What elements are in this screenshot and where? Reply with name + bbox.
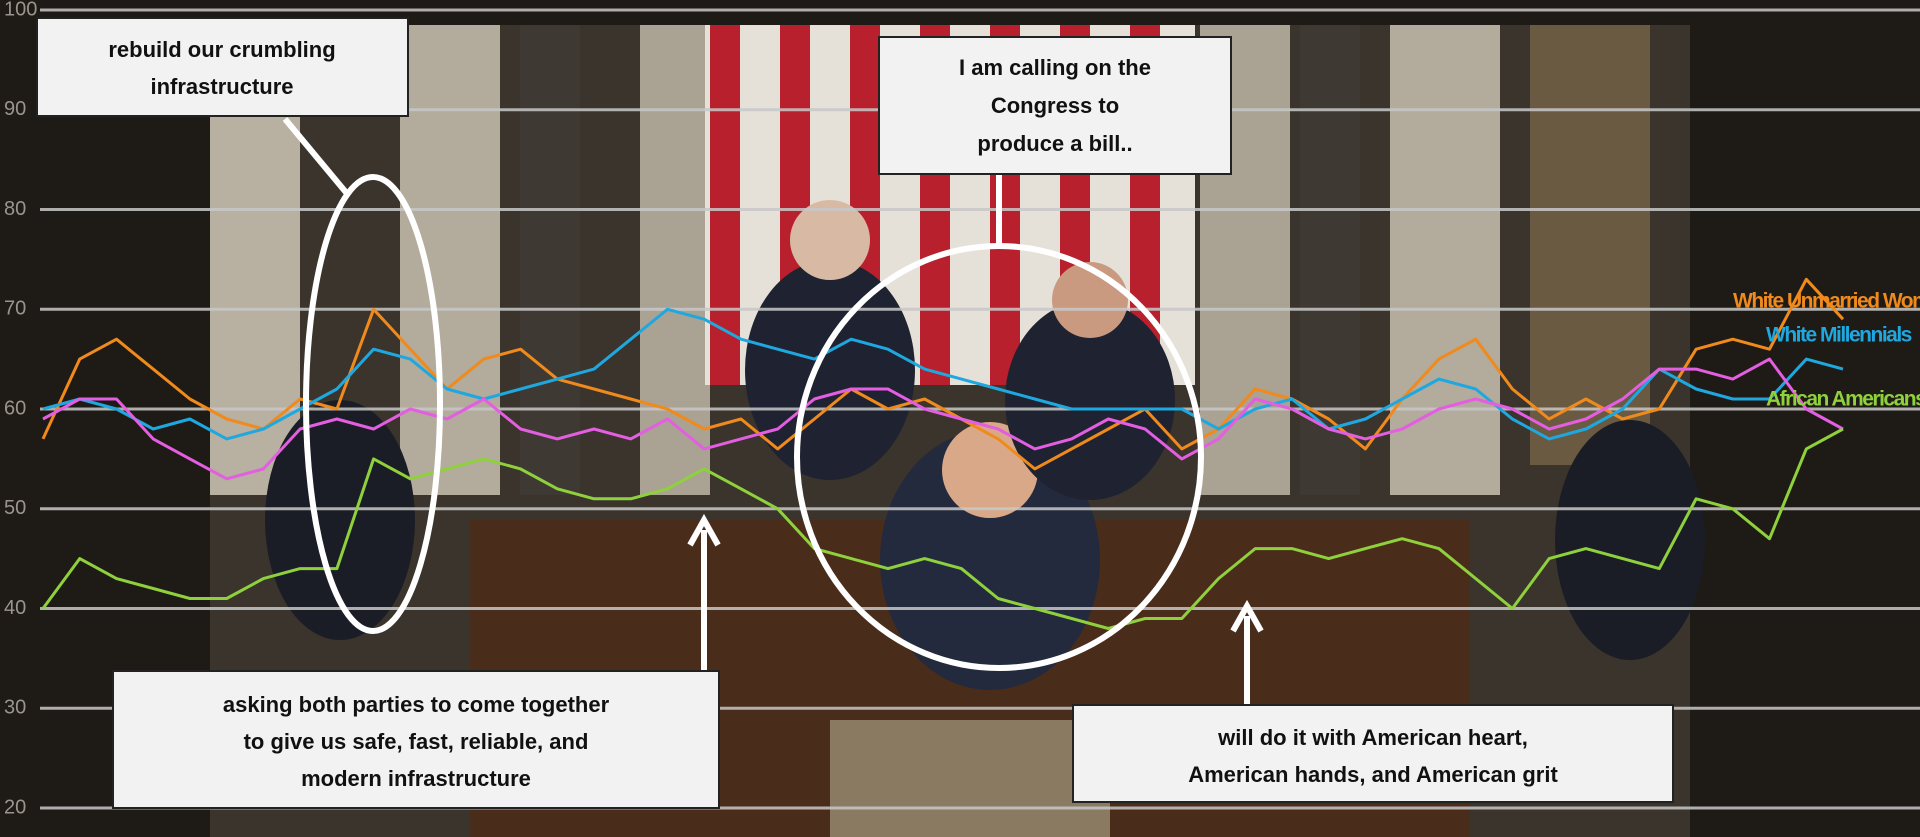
legend-label: White Unmarried Women xyxy=(1733,290,1920,313)
annotation-text: infrastructure xyxy=(150,74,293,99)
y-tick-label: 20 xyxy=(4,796,26,818)
annotation-text: asking both parties to come together xyxy=(223,692,610,717)
annotation-text: Congress to xyxy=(991,93,1119,118)
annotation-text: will do it with American heart, xyxy=(1217,725,1528,750)
y-tick-label: 100 xyxy=(4,0,37,20)
annotation-text: to give us safe, fast, reliable, and xyxy=(244,729,589,754)
legend-label: African Americans xyxy=(1766,388,1920,411)
chart: 20 30 40 50 60 70 80 90 100 White Unmarried Wome… xyxy=(0,0,1920,837)
annotation-box xyxy=(37,18,408,116)
annotation-text: produce a bill.. xyxy=(977,131,1132,156)
y-tick-label: 30 xyxy=(4,697,26,719)
y-tick-label: 50 xyxy=(4,497,26,519)
y-tick-label: 70 xyxy=(4,298,26,320)
annotation-text: rebuild our crumbling xyxy=(108,37,335,62)
y-tick-label: 60 xyxy=(4,397,26,419)
y-tick-label: 80 xyxy=(4,198,26,220)
y-tick-label: 90 xyxy=(4,98,26,120)
annotation-text: I am calling on the xyxy=(959,55,1151,80)
legend-label: White Millennials xyxy=(1766,324,1912,347)
annotation-text: modern infrastructure xyxy=(301,766,531,791)
annotation-text: American hands, and American grit xyxy=(1188,762,1558,787)
annotation-box xyxy=(1073,705,1673,802)
y-tick-label: 40 xyxy=(4,597,26,619)
